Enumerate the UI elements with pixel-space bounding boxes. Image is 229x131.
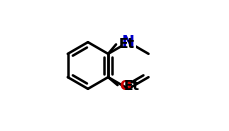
- Text: N: N: [122, 35, 135, 50]
- Text: Et: Et: [124, 79, 140, 93]
- Text: Et: Et: [118, 37, 134, 51]
- Text: O: O: [120, 79, 131, 93]
